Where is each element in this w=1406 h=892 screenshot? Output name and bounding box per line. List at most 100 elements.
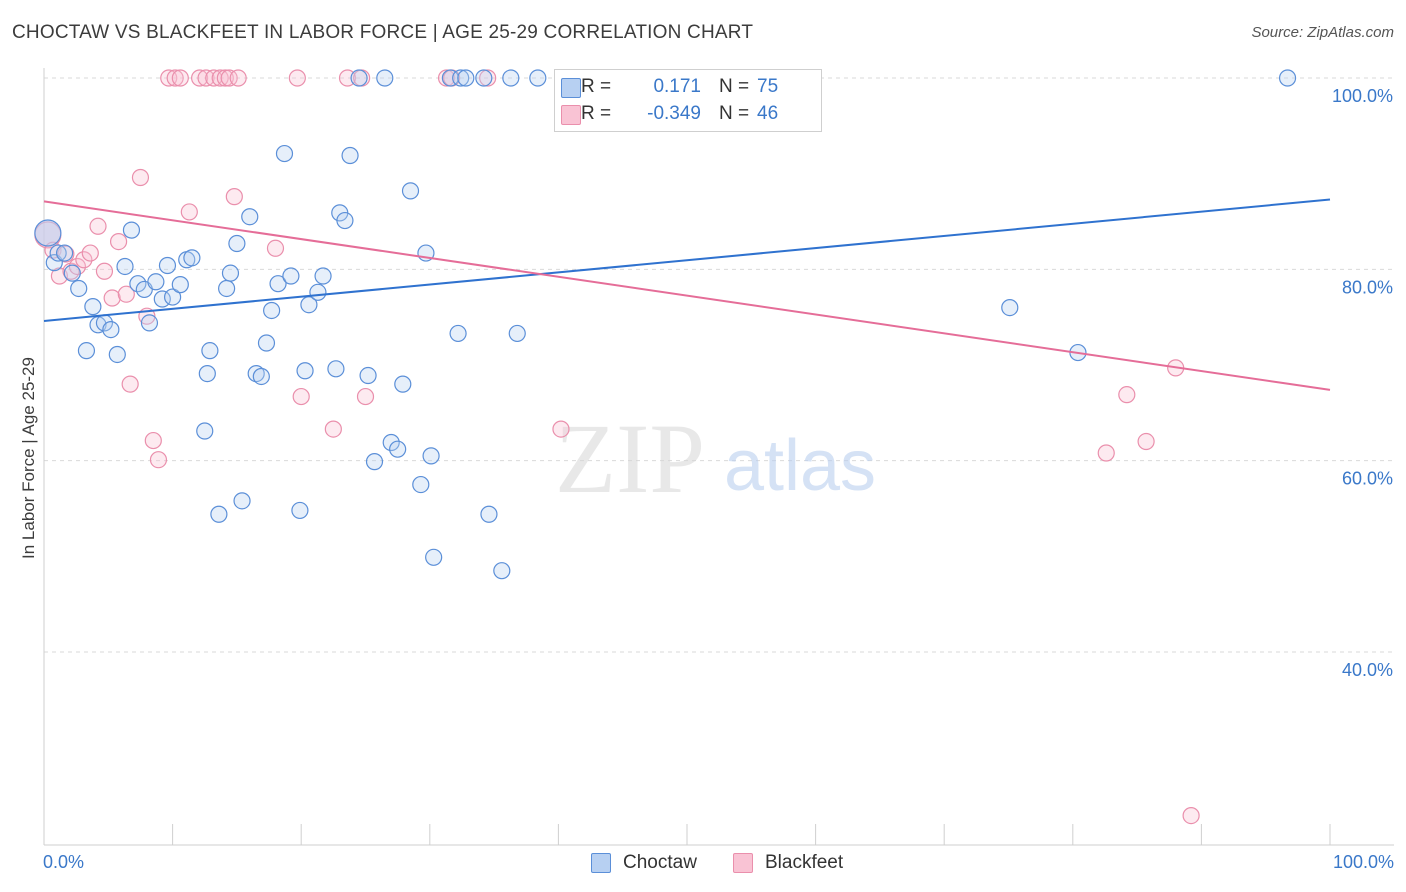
choctaw-point[interactable] [116,257,134,276]
choctaw-point[interactable] [449,324,467,343]
choctaw-point[interactable] [269,275,287,293]
choctaw-point[interactable] [508,324,526,343]
choctaw-point[interactable] [140,314,159,332]
blackfeet-point[interactable] [324,420,342,438]
blackfeet-point[interactable] [191,69,209,87]
choctaw-point[interactable] [108,345,126,364]
choctaw-point[interactable] [218,279,236,298]
choctaw-point[interactable] [228,234,246,253]
blackfeet-point[interactable] [229,69,247,87]
choctaw-point[interactable] [164,288,182,306]
blackfeet-point[interactable] [552,420,570,438]
blackfeet-point[interactable] [288,69,306,87]
series-legend-choctaw[interactable]: Choctaw [591,852,697,874]
blackfeet-point[interactable] [437,69,456,87]
choctaw-point[interactable] [252,367,270,386]
blackfeet-point[interactable] [171,69,189,87]
choctaw-point[interactable] [122,221,141,239]
choctaw-point[interactable] [389,440,407,458]
blackfeet-point[interactable] [81,244,99,262]
choctaw-point[interactable] [309,283,327,301]
choctaw-point[interactable] [412,475,430,494]
choctaw-point[interactable] [314,267,332,285]
blackfeet-point[interactable] [75,251,93,269]
choctaw-point[interactable] [336,211,354,230]
choctaw-point[interactable] [147,273,165,291]
choctaw-point[interactable] [183,249,201,267]
choctaw-point[interactable] [296,362,314,380]
choctaw-point[interactable] [502,69,520,87]
choctaw-point[interactable] [457,69,475,87]
choctaw-point[interactable] [1001,299,1019,317]
choctaw-point[interactable] [257,334,276,352]
choctaw-point[interactable] [233,492,251,510]
blackfeet-point[interactable] [144,431,162,450]
choctaw-point[interactable] [70,279,88,298]
blackfeet-point[interactable] [117,285,135,303]
blackfeet-point[interactable] [211,69,229,87]
blackfeet-point[interactable] [216,69,234,87]
choctaw-point[interactable] [422,447,440,465]
choctaw-point[interactable] [196,422,214,440]
choctaw-point[interactable] [198,365,216,383]
blackfeet-point[interactable] [149,451,168,469]
choctaw-point[interactable] [341,146,359,165]
blackfeet-point[interactable] [166,69,184,87]
choctaw-point[interactable] [394,375,412,393]
choctaw-point[interactable] [382,433,400,452]
choctaw-point[interactable] [129,275,147,293]
choctaw-point[interactable] [49,244,67,262]
choctaw-point[interactable] [475,69,493,87]
choctaw-point[interactable] [241,208,259,226]
blackfeet-point[interactable] [479,69,497,87]
choctaw-point[interactable] [63,264,81,282]
choctaw-point[interactable] [365,453,384,471]
choctaw-point[interactable] [201,342,219,360]
blackfeet-point[interactable] [109,232,128,251]
choctaw-point[interactable] [480,505,498,523]
choctaw-point[interactable] [153,290,171,308]
choctaw-point[interactable] [401,182,420,200]
blackfeet-point[interactable] [89,217,107,235]
choctaw-point[interactable] [210,505,228,523]
choctaw-point[interactable] [529,69,547,87]
choctaw-point[interactable] [263,301,281,320]
choctaw-point[interactable] [291,501,309,520]
choctaw-point[interactable] [452,69,470,87]
blackfeet-point[interactable] [1097,444,1115,462]
choctaw-point[interactable] [350,69,368,87]
blackfeet-point[interactable] [225,188,243,206]
blackfeet-point[interactable] [220,69,238,87]
choctaw-point[interactable] [376,69,394,87]
blackfeet-point[interactable] [131,168,150,187]
choctaw-point[interactable] [282,267,300,285]
choctaw-point[interactable] [77,342,96,360]
blackfeet-point[interactable] [356,387,375,406]
choctaw-point[interactable] [425,548,443,566]
y-tick-label-60: 60.0% [1342,469,1393,489]
series-legend-blackfeet[interactable]: Blackfeet [733,852,843,874]
blackfeet-point[interactable] [180,203,198,221]
choctaw-point[interactable] [102,321,120,339]
blackfeet-point[interactable] [266,239,285,257]
choctaw-point[interactable] [84,298,102,316]
blackfeet-point[interactable] [292,387,310,406]
blackfeet-point[interactable] [1118,386,1136,404]
choctaw-point[interactable] [327,360,345,378]
choctaw-point[interactable] [359,366,377,385]
blackfeet-point[interactable] [1182,806,1200,825]
blackfeet-point[interactable] [103,289,121,307]
choctaw-point[interactable] [275,144,294,163]
choctaw-point[interactable] [221,264,240,282]
y-tick-labels: 40.0% 60.0% 80.0% 100.0% [1332,86,1393,680]
blackfeet-point[interactable] [1137,432,1155,451]
choctaw-point[interactable] [171,276,189,294]
choctaw-point[interactable] [247,365,265,383]
choctaw-point[interactable] [158,256,177,275]
choctaw-point[interactable] [55,244,74,262]
blackfeet-point[interactable] [95,262,114,280]
choctaw-point[interactable] [34,219,62,247]
choctaw-point[interactable] [1278,69,1297,87]
blackfeet-point[interactable] [121,375,139,393]
choctaw-point[interactable] [493,562,511,580]
